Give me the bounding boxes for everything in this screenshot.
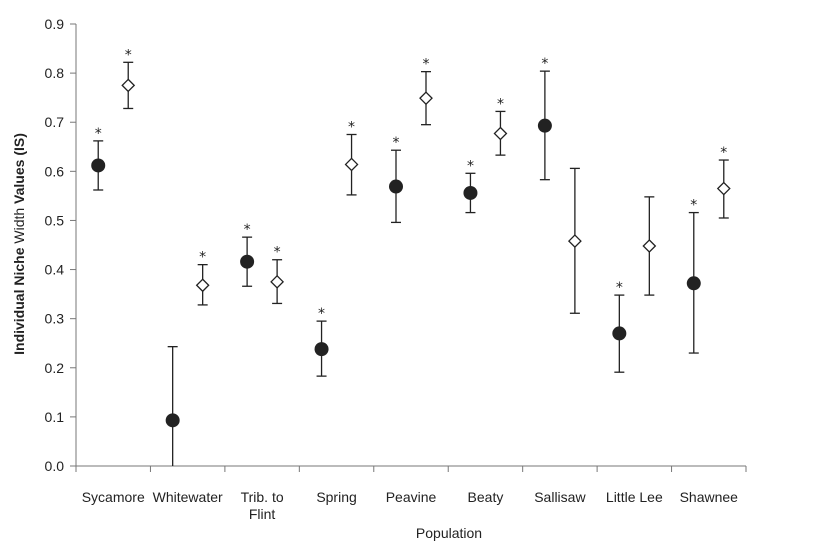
y-tick-label: 0.2	[45, 360, 65, 376]
filled-circle-marker	[314, 342, 329, 357]
x-tick-label: Sallisaw	[534, 489, 586, 505]
y-axis-title-part-2: Width	[11, 208, 27, 248]
x-tick-label: Sycamore	[82, 489, 145, 505]
y-axis: 0.0 0.1 0.2 0.3 0.4 0.5 0.6 0.7 0.8 0.9	[45, 16, 77, 474]
data-point-group	[567, 167, 582, 314]
x-tick-label: Peavine	[386, 489, 437, 505]
data-point-group: *	[493, 96, 508, 156]
data-point-group: *	[419, 57, 433, 126]
data-point-group: *	[686, 198, 701, 354]
y-tick-label: 0.4	[45, 262, 65, 278]
filled-circle-marker	[240, 254, 255, 269]
x-tick-label: Trib. to Flint	[241, 489, 284, 522]
significance-star: *	[199, 250, 206, 266]
filled-circle-marker	[389, 179, 403, 194]
significance-star: *	[423, 57, 430, 73]
filled-circle-marker	[165, 413, 180, 428]
x-tick-label-line: Whitewater	[153, 489, 223, 505]
significance-star: *	[616, 280, 623, 296]
data-point-group: *	[314, 306, 329, 377]
x-tick-label: Shawnee	[680, 489, 739, 505]
open-diamond-marker	[716, 181, 731, 196]
filled-circle-marker	[686, 276, 701, 291]
filled-circle-marker	[463, 185, 478, 200]
open-diamond-marker	[642, 239, 657, 253]
x-tick-label: Little Lee	[606, 489, 663, 505]
significance-star: *	[690, 198, 697, 214]
y-tick-label: 0.7	[45, 114, 65, 130]
x-tick-label-line: Peavine	[386, 489, 437, 505]
significance-star: *	[541, 56, 548, 72]
y-axis-title-part-1: Individual Niche	[11, 247, 27, 355]
x-axis-title: Population	[416, 525, 482, 541]
significance-star: *	[467, 158, 474, 174]
data-point-group: *	[537, 56, 552, 181]
x-axis: Sycamore Whitewater Trib. to Flint Spring Pea…	[75, 465, 747, 522]
data-point-group	[642, 196, 657, 296]
significance-star: *	[244, 222, 251, 238]
filled-circle-marker	[91, 158, 106, 173]
x-tick-label: Whitewater	[153, 489, 223, 505]
y-tick-label: 0.3	[45, 311, 65, 327]
data-point-group: *	[716, 145, 731, 219]
y-axis-title-part-3: Values (IS)	[11, 133, 27, 208]
significance-star: *	[393, 135, 400, 151]
open-diamond-marker	[567, 234, 582, 248]
x-tick-label-line: Little Lee	[606, 489, 663, 505]
x-tick-label: Spring	[316, 489, 356, 505]
x-tick-label-line: Sycamore	[82, 489, 145, 505]
y-tick-label: 0.1	[45, 409, 65, 425]
x-tick-label-line: Beaty	[468, 489, 504, 505]
open-diamond-marker	[419, 91, 433, 106]
y-tick-label: 0.8	[45, 65, 65, 81]
data-point-group: *	[389, 135, 403, 224]
data-point-group: *	[612, 280, 627, 373]
x-tick-label: Beaty	[468, 489, 504, 505]
y-tick-label: 0.6	[45, 163, 65, 179]
open-diamond-marker	[195, 278, 210, 293]
significance-star: *	[274, 245, 281, 261]
data-point-group: *	[270, 245, 285, 305]
filled-circle-marker	[612, 326, 627, 341]
data-point-group: *	[121, 47, 136, 110]
y-tick-label: 0.9	[45, 16, 65, 32]
data-point-group: *	[463, 158, 478, 214]
open-diamond-marker	[270, 274, 285, 289]
x-tick-label-line: Trib. to	[241, 489, 284, 505]
significance-star: *	[95, 126, 102, 142]
open-diamond-marker	[344, 157, 359, 172]
y-tick-label: 0.5	[45, 212, 65, 228]
data-point-group: *	[91, 126, 106, 191]
data-point-group: *	[195, 250, 210, 306]
data-point-group: *	[240, 222, 255, 287]
filled-circle-marker	[537, 118, 552, 133]
x-tick-label-line: Sallisaw	[534, 489, 586, 505]
data-point-group: *	[344, 120, 359, 196]
significance-star: *	[497, 96, 504, 112]
y-tick-label: 0.0	[45, 458, 65, 474]
y-axis-title: Individual Niche Width Values (IS)	[11, 133, 27, 355]
significance-star: *	[125, 47, 132, 63]
x-tick-label-line: Spring	[316, 489, 356, 505]
open-diamond-marker	[493, 126, 508, 141]
significance-star: *	[720, 145, 727, 161]
plot-area: * * * * * * * * * * * * * * *	[91, 47, 731, 466]
significance-star: *	[318, 306, 325, 322]
x-tick-label-line: Flint	[249, 506, 276, 522]
data-point-group	[165, 346, 180, 466]
x-tick-label-line: Shawnee	[680, 489, 739, 505]
open-diamond-marker	[121, 78, 136, 93]
significance-star: *	[348, 120, 355, 136]
